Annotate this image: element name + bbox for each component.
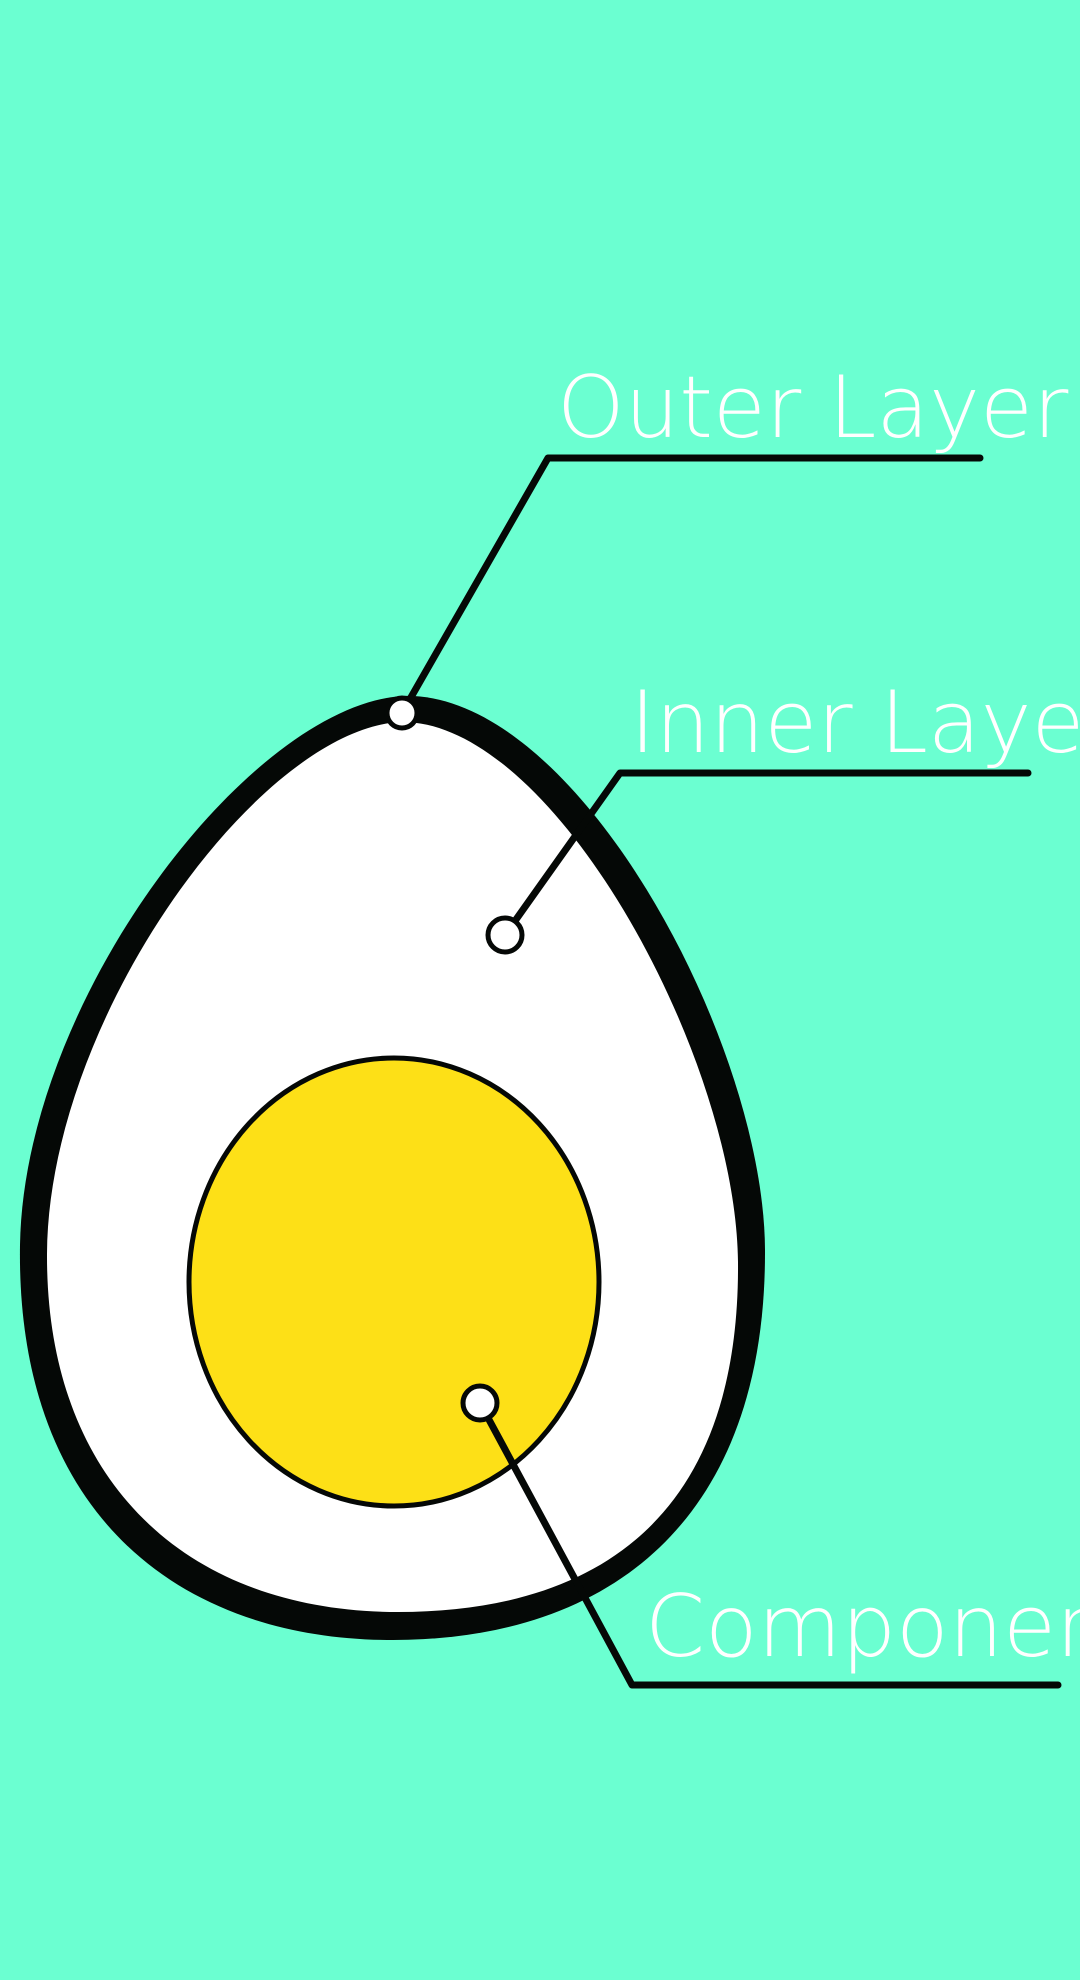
component-leader-line (476, 1399, 1062, 1689)
component-label: Component (645, 1577, 1080, 1677)
component-yolk (186, 1055, 602, 1509)
inner-layer-label: Inner Layer (630, 673, 1080, 773)
outer-layer-marker (384, 695, 420, 731)
inner-layer-marker (485, 915, 525, 955)
outer-layer-label: Outer Layer (557, 358, 1069, 458)
component-marker (460, 1383, 500, 1423)
outer-layer-leader-line (398, 454, 984, 717)
inner-layer-leader-line (501, 769, 1032, 939)
